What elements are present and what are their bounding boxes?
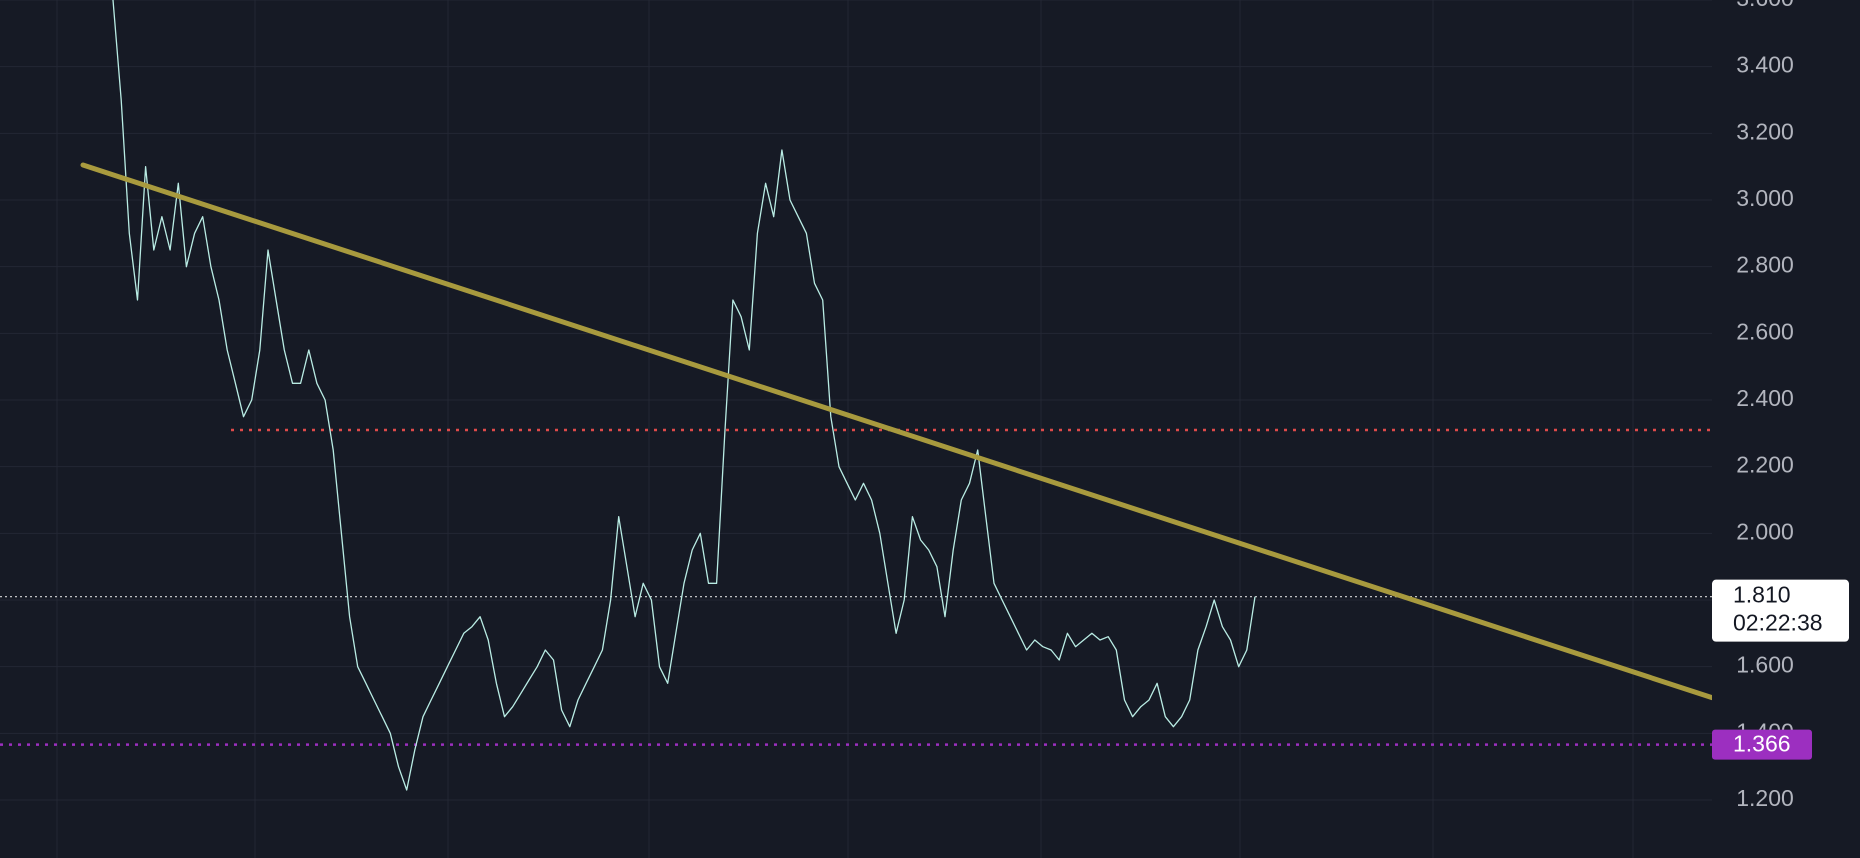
- level-label-box: [1712, 729, 1812, 760]
- trendline: [80, 162, 1715, 701]
- countdown-label: 02:22:38: [1733, 610, 1823, 636]
- price-line: [112, 0, 1256, 791]
- price-label-box: [1712, 579, 1849, 642]
- y-tick-label: 2.800: [1736, 252, 1794, 278]
- y-tick-label: 3.600: [1736, 0, 1794, 11]
- y-tick-label: 2.200: [1736, 452, 1794, 478]
- y-tick-label: 1.600: [1736, 652, 1794, 678]
- y-tick-label: 3.400: [1736, 52, 1794, 78]
- y-tick-label: 3.000: [1736, 185, 1794, 211]
- y-tick-label: 3.200: [1736, 118, 1794, 144]
- y-tick-label: 2.000: [1736, 518, 1794, 544]
- price-label: 1.810: [1733, 582, 1791, 608]
- y-tick-label: 2.400: [1736, 385, 1794, 411]
- y-tick-label: 1.200: [1736, 785, 1794, 811]
- price-axis: [1712, 0, 1860, 858]
- level-label: 1.366: [1733, 731, 1791, 757]
- y-tick-label: 2.600: [1736, 318, 1794, 344]
